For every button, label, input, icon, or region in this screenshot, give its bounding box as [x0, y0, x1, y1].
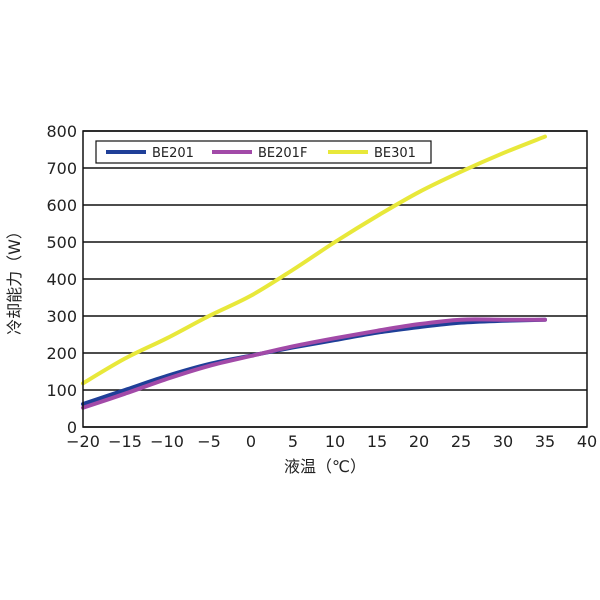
- y-tick-label: 100: [46, 381, 77, 400]
- x-tick-label: 20: [409, 432, 429, 451]
- x-tick-label: 0: [246, 432, 256, 451]
- y-tick-label: 400: [46, 270, 77, 289]
- y-tick-label: 600: [46, 196, 77, 215]
- series-line-be201f: [81, 317, 547, 410]
- y-tick-label: 800: [46, 122, 77, 141]
- y-tick-label: 500: [46, 233, 77, 252]
- plot-frame: [82, 130, 588, 428]
- x-tick-label: 5: [288, 432, 298, 451]
- x-tick-label: −15: [108, 432, 142, 451]
- x-axis-label: 液温（℃）: [284, 457, 366, 476]
- x-tick-label: 35: [535, 432, 555, 451]
- y-tick-label: 200: [46, 344, 77, 363]
- x-tick-label: 10: [325, 432, 345, 451]
- x-tick-label: 40: [577, 432, 597, 451]
- y-tick-label: 300: [46, 307, 77, 326]
- legend-box: [95, 140, 432, 164]
- x-tick-label: 25: [451, 432, 471, 451]
- y-tick-label: 700: [46, 159, 77, 178]
- y-tick-label: 0: [67, 418, 77, 437]
- x-tick-label: −10: [150, 432, 184, 451]
- legend-label-be201: BE201: [152, 146, 194, 161]
- x-tick-label: −5: [197, 432, 221, 451]
- x-tick-label: 15: [367, 432, 387, 451]
- series-line-be301: [81, 134, 547, 386]
- legend-label-be201f: BE201F: [258, 146, 307, 161]
- y-axis-label: 冷却能力（W）: [5, 223, 24, 335]
- series-line-be201: [81, 317, 547, 407]
- x-tick-label: 30: [493, 432, 513, 451]
- x-tick-label: −20: [66, 432, 100, 451]
- legend-label-be301: BE301: [374, 146, 416, 161]
